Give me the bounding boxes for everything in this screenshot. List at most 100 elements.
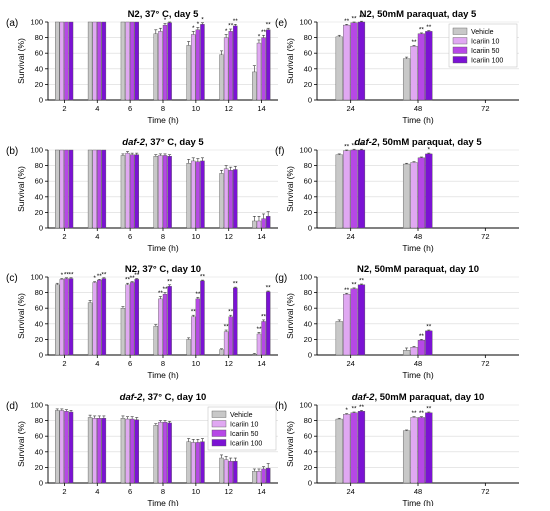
bar bbox=[233, 25, 238, 101]
bar bbox=[97, 149, 102, 229]
bar bbox=[162, 421, 168, 484]
x-axis-label: Time (h) bbox=[147, 115, 178, 125]
x-axis-label: Time (h) bbox=[402, 243, 433, 253]
bar bbox=[101, 278, 107, 356]
bar bbox=[68, 278, 74, 356]
bar bbox=[134, 419, 139, 484]
x-tick-label: 2 bbox=[62, 104, 66, 113]
bar bbox=[92, 149, 97, 229]
bar bbox=[256, 42, 262, 101]
significance-mark: ** bbox=[426, 406, 432, 413]
bar bbox=[228, 31, 233, 101]
bar bbox=[153, 33, 159, 101]
x-axis-label: Time (h) bbox=[402, 370, 433, 380]
bar bbox=[68, 411, 74, 484]
x-axis-label: Time (h) bbox=[402, 498, 433, 506]
bar bbox=[162, 155, 168, 229]
panel-label: (f) bbox=[275, 146, 284, 157]
x-axis-label: Time (h) bbox=[147, 243, 178, 253]
bar bbox=[162, 24, 168, 101]
bar bbox=[186, 45, 191, 101]
bar bbox=[195, 161, 201, 229]
y-tick-label: 80 bbox=[304, 33, 312, 42]
bar bbox=[252, 354, 257, 356]
bar bbox=[265, 291, 271, 356]
y-tick-label: 60 bbox=[304, 177, 312, 186]
bar bbox=[92, 282, 97, 356]
x-tick-label: 48 bbox=[414, 487, 422, 496]
bar bbox=[87, 21, 93, 101]
legend-swatch bbox=[211, 420, 227, 428]
significance-mark: ** bbox=[228, 309, 234, 316]
y-tick-label: 100 bbox=[299, 146, 312, 155]
significance-mark: ** bbox=[426, 324, 432, 331]
y-tick-label: 40 bbox=[35, 192, 43, 201]
y-tick-label: 80 bbox=[35, 416, 43, 425]
x-tick-label: 14 bbox=[257, 232, 265, 241]
y-tick-label: 40 bbox=[304, 319, 312, 328]
bar bbox=[261, 218, 266, 229]
significance-mark: ** bbox=[261, 313, 267, 320]
bar bbox=[64, 278, 69, 356]
chart-title: N2, 37° C, day 5 bbox=[128, 9, 200, 20]
bar bbox=[417, 33, 426, 101]
bar bbox=[68, 21, 74, 101]
y-tick-label: 80 bbox=[304, 161, 312, 170]
y-tick-label: 100 bbox=[30, 146, 43, 155]
x-tick-label: 72 bbox=[481, 104, 489, 113]
bar bbox=[153, 325, 159, 356]
bar bbox=[158, 421, 163, 484]
x-tick-label: 10 bbox=[192, 232, 200, 241]
significance-mark: ** bbox=[344, 144, 350, 151]
significance-mark: ** bbox=[359, 278, 365, 285]
y-tick-label: 0 bbox=[308, 479, 312, 488]
bar bbox=[167, 156, 172, 229]
bar bbox=[120, 418, 126, 484]
y-tick-label: 40 bbox=[35, 447, 43, 456]
x-tick-label: 14 bbox=[257, 359, 265, 368]
significance-mark: ** bbox=[426, 24, 432, 31]
x-tick-label: 72 bbox=[481, 232, 489, 241]
chart-title-genotype: daf-2 bbox=[352, 392, 375, 403]
x-tick-label: 10 bbox=[192, 359, 200, 368]
significance-mark: * bbox=[428, 147, 431, 154]
chart-title-rest: , 37° C, day 5 bbox=[145, 137, 204, 148]
significance-mark: ** bbox=[130, 275, 136, 282]
bar bbox=[64, 149, 69, 229]
bar bbox=[68, 149, 74, 229]
bar bbox=[219, 349, 224, 356]
bar bbox=[195, 442, 201, 484]
y-axis-label: Survival (%) bbox=[16, 421, 26, 467]
y-tick-label: 80 bbox=[35, 161, 43, 170]
bar bbox=[101, 418, 107, 484]
bar bbox=[120, 308, 126, 356]
bar bbox=[256, 220, 262, 229]
bar bbox=[252, 220, 257, 229]
bar bbox=[402, 58, 411, 101]
chart-title-rest: , 37° C, day 10 bbox=[142, 392, 206, 403]
panel-label: (d) bbox=[6, 401, 18, 412]
y-tick-label: 100 bbox=[299, 401, 312, 410]
significance-mark: ** bbox=[344, 287, 350, 294]
bar bbox=[425, 31, 433, 101]
bar bbox=[223, 459, 229, 484]
y-tick-label: 20 bbox=[35, 80, 43, 89]
panel-label: (e) bbox=[275, 18, 287, 29]
x-tick-label: 24 bbox=[346, 104, 354, 113]
bar bbox=[87, 302, 93, 356]
bar bbox=[223, 168, 229, 229]
bar bbox=[191, 34, 196, 101]
y-tick-label: 60 bbox=[304, 304, 312, 313]
legend-entry: Icariin 100 bbox=[230, 441, 262, 448]
bar bbox=[101, 149, 107, 229]
chart-title: daf-2, 37° C, day 10 bbox=[120, 392, 207, 403]
significance-mark: ** bbox=[411, 39, 417, 46]
bar bbox=[357, 411, 366, 484]
y-tick-label: 60 bbox=[35, 432, 43, 441]
bar bbox=[158, 298, 163, 356]
significance-mark: ** bbox=[200, 274, 206, 281]
bar bbox=[158, 155, 163, 229]
y-tick-label: 20 bbox=[35, 463, 43, 472]
bar bbox=[200, 441, 205, 484]
